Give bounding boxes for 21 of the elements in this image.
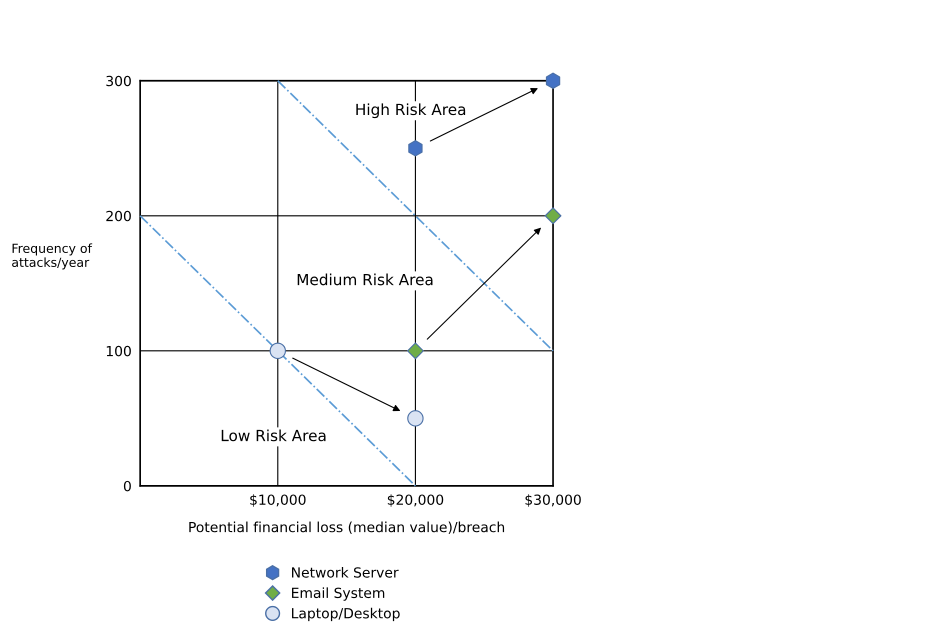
y-tick-label: 0 [124, 480, 131, 492]
point [408, 140, 423, 156]
point [546, 72, 560, 89]
legend-label: Email System [292, 587, 384, 601]
x-axis-title: Potential financial loss (median value)/breach [189, 522, 504, 534]
annotation: Medium Risk Area [298, 274, 432, 286]
y-tick-label: 300 [106, 76, 131, 86]
y-tick-label: 100 [106, 346, 131, 356]
y-axis-title: Frequency of attacks/year [12, 243, 92, 270]
point [544, 207, 562, 224]
point [407, 342, 424, 360]
x-tick-label: $30,000 [525, 494, 581, 507]
legend-label: Network Server [292, 566, 399, 578]
y-tick-label: 200 [106, 210, 131, 222]
x-tick-label: $20,000 [388, 494, 444, 507]
point [270, 342, 286, 360]
legend-label: Laptop/Desktop [292, 608, 400, 622]
annotation: Low Risk Area [222, 429, 326, 442]
annotation: High Risk Area [356, 103, 466, 118]
point [407, 410, 424, 427]
x-tick-label: $10,000 [250, 494, 306, 507]
